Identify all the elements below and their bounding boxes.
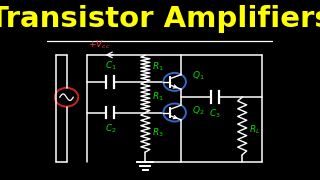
Text: $C_3$: $C_3$	[209, 107, 221, 120]
Text: $C_1$: $C_1$	[105, 60, 116, 72]
Text: $+V_{cc}$: $+V_{cc}$	[88, 39, 110, 51]
Text: $C_2$: $C_2$	[105, 122, 116, 135]
Text: Transistor Amplifiers: Transistor Amplifiers	[0, 5, 320, 33]
Text: $R_3$: $R_3$	[152, 126, 164, 139]
Text: $Q_1$: $Q_1$	[192, 69, 204, 82]
Text: $Q_2$: $Q_2$	[192, 104, 204, 117]
Text: $R_L$: $R_L$	[249, 123, 260, 136]
Text: $R_1$: $R_1$	[152, 60, 164, 73]
Text: $R_1$: $R_1$	[152, 91, 164, 104]
